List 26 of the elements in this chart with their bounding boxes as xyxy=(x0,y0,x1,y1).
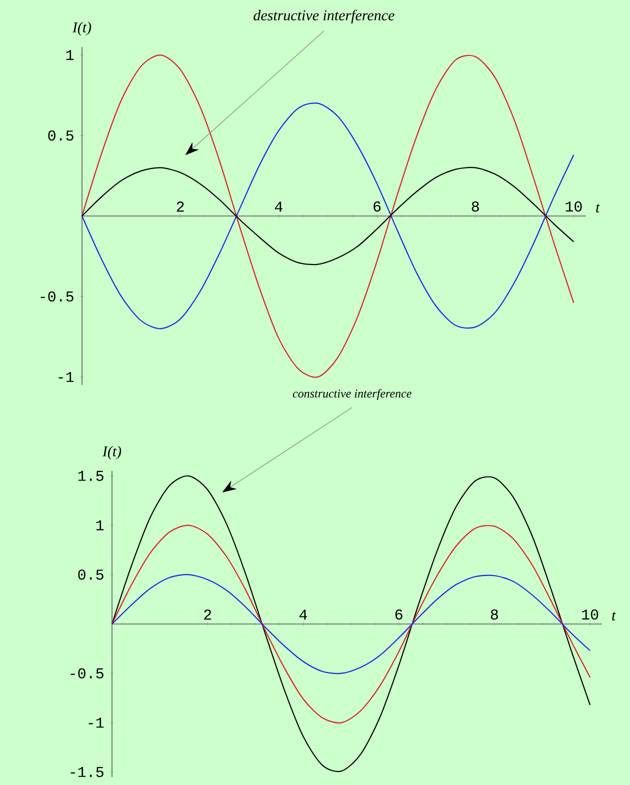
y-tick-label: 1 xyxy=(66,50,74,60)
x-tick-label: 8 xyxy=(472,201,479,212)
x-tick-label: 10 xyxy=(566,201,582,212)
x-tick-label: 6 xyxy=(374,201,381,212)
y-tick-label: -1 xyxy=(58,372,74,382)
x-tick-label: 10 xyxy=(582,609,598,620)
x-tick-label: 4 xyxy=(274,202,282,212)
y-tick-label: 1 xyxy=(96,520,104,530)
y-tick-label: 1.5 xyxy=(78,470,104,481)
y-tick-label: -1 xyxy=(88,718,104,728)
y-tick-label: -0.5 xyxy=(40,291,74,302)
x-axis-title: t xyxy=(612,612,616,620)
y-tick-label: -1.5 xyxy=(70,767,104,778)
y-tick-label: 0.5 xyxy=(48,130,74,141)
text: constructive interference xyxy=(292,388,412,400)
y-tick-label: -0.5 xyxy=(70,668,104,678)
x-tick-label: 2 xyxy=(204,610,212,620)
x-tick-label: 6 xyxy=(395,609,402,620)
x-tick-label: 8 xyxy=(490,609,498,620)
x-tick-label: 4 xyxy=(299,610,307,620)
y-axis-title: I(t) xyxy=(72,22,92,36)
x-axis-title: t xyxy=(596,204,600,212)
x-tick-label: 2 xyxy=(176,202,184,212)
y-tick-label: 0.5 xyxy=(78,570,104,580)
y-axis-title: I(t) xyxy=(102,446,122,460)
text: destructive interference xyxy=(254,10,394,24)
